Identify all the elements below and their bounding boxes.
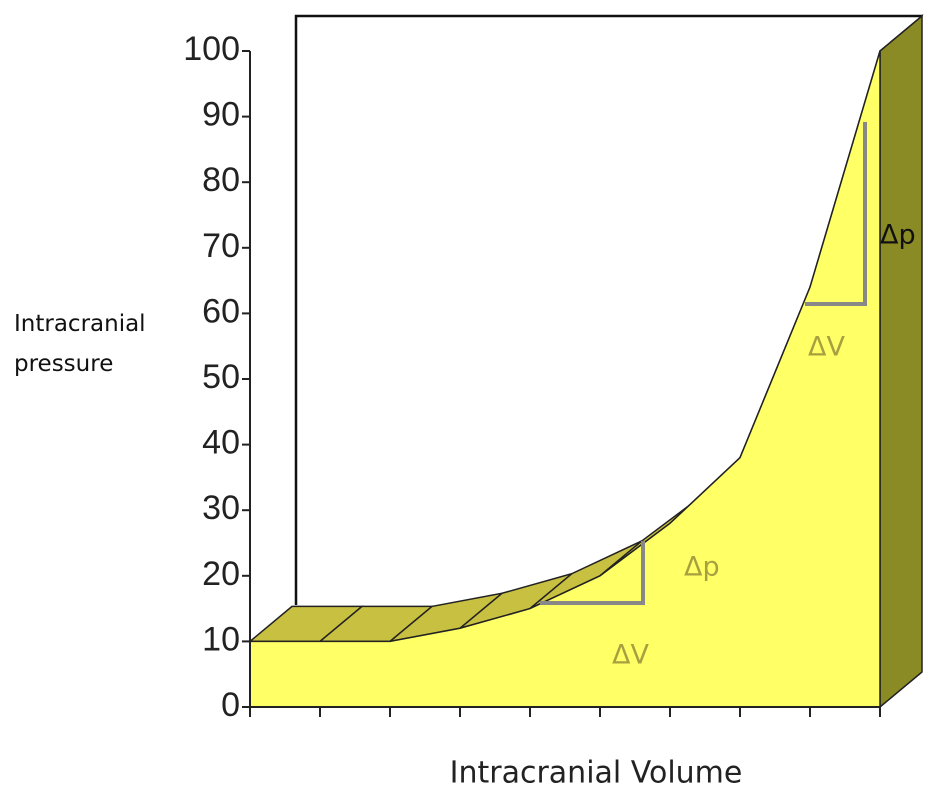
y-tick-label: 30 [202, 489, 240, 527]
area [249, 50, 881, 708]
y-tick-label: 40 [202, 424, 240, 462]
area-side [879, 14, 923, 709]
slope-marker [540, 541, 645, 605]
annotation: ΔV [612, 640, 649, 671]
annotation: ΔV [808, 332, 845, 363]
back-wall [294, 14, 922, 605]
y-tick-label: 60 [202, 292, 240, 330]
y-tick-label: 70 [202, 227, 240, 265]
annotation: Δp [880, 220, 916, 251]
x-axis-title: Intracranial Volume [450, 756, 743, 791]
y-tick-label: 100 [183, 30, 240, 68]
annotation: Δp [684, 552, 720, 583]
y-tick-label: 20 [202, 555, 240, 593]
y-axis-title: Intracranial pressure [14, 311, 146, 377]
y-tick-label: 50 [202, 358, 240, 396]
slope-marker [805, 122, 867, 306]
y-tick-label: 10 [202, 620, 240, 658]
y-tick-label: 80 [202, 161, 240, 199]
plot [294, 14, 922, 605]
y-tick-label: 90 [202, 96, 240, 134]
y-tick-label: 0 [221, 686, 240, 724]
